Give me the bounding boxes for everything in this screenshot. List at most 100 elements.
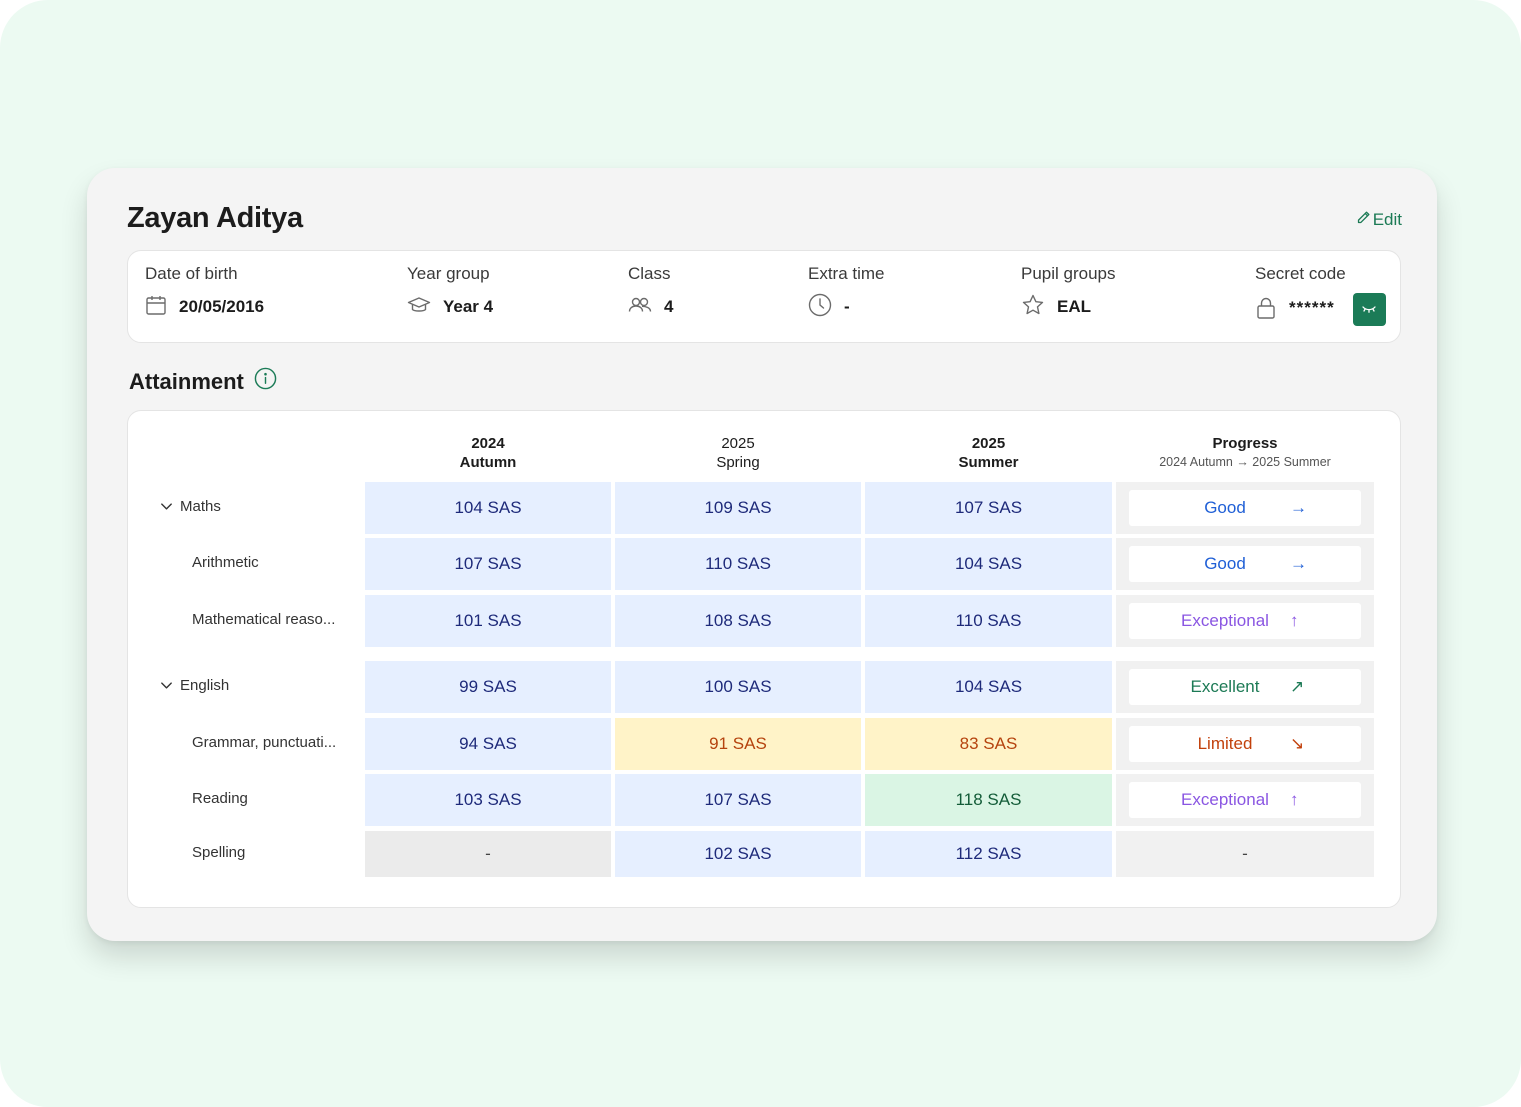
progress-label: Exceptional [1181, 611, 1269, 630]
score-cell: 99 SAS [365, 661, 611, 713]
progress-badge: Good → [1129, 490, 1361, 526]
info-icon[interactable] [254, 367, 277, 396]
info-value: - [844, 297, 850, 316]
score-cell: 118 SAS [865, 774, 1112, 826]
subject-row-label: Reading [192, 790, 248, 807]
score-cell: 100 SAS [615, 661, 861, 713]
progress-cell: Limited ↘ [1116, 718, 1374, 770]
score-cell: 104 SAS [865, 538, 1112, 590]
date-of-birth: Date of birth 20/05/2016 [145, 264, 264, 320]
progress-label: Exceptional [1181, 790, 1269, 809]
lock-icon [1255, 296, 1277, 325]
score-cell: 108 SAS [615, 595, 861, 647]
score-cell: 91 SAS [615, 718, 861, 770]
score-cell: 107 SAS [365, 538, 611, 590]
subject-name: English [180, 677, 230, 694]
progress-badge: Limited ↘ [1129, 726, 1361, 762]
column-header-2024-autumn: 2024 Autumn [459, 435, 517, 471]
column-header-progress: Progress 2024 Autumn → 2025 Summer [1159, 435, 1331, 469]
attainment-header: Attainment [129, 367, 277, 396]
graduation-cap-icon [407, 294, 431, 321]
progress-arrow-icon: ↘ [1290, 734, 1305, 753]
score-cell: - [365, 831, 611, 877]
score-cell: 103 SAS [365, 774, 611, 826]
progress-badge: Good → [1129, 546, 1361, 582]
progress-cell: Good → [1116, 482, 1374, 534]
score-cell: 102 SAS [615, 831, 861, 877]
info-value: 4 [664, 297, 674, 316]
progress-arrow-icon: ↑ [1290, 611, 1299, 630]
pupil-card: Zayan Aditya Edit Date of birth 20/05/20… [87, 168, 1437, 941]
progress-empty: - [1242, 844, 1248, 863]
progress-cell: - [1116, 831, 1374, 877]
column-header-2025-summer: 2025 Summer [958, 435, 1019, 471]
calendar-icon [145, 294, 167, 321]
info-value: EAL [1057, 297, 1091, 316]
score-cell: 94 SAS [365, 718, 611, 770]
progress-arrow-icon: ↗ [1290, 677, 1305, 696]
pencil-icon [1356, 210, 1371, 230]
subject-name: Arithmetic [192, 554, 259, 571]
score-cell: 112 SAS [865, 831, 1112, 877]
subject-group-label[interactable]: Maths [159, 498, 221, 515]
subject-name: Mathematical reaso... [192, 611, 336, 628]
progress-label: Excellent [1190, 677, 1260, 696]
pupil-groups: Pupil groups EAL [1021, 264, 1116, 320]
progress-label: Limited [1197, 734, 1253, 753]
edit-label: Edit [1372, 210, 1402, 229]
info-label: Class [628, 264, 671, 283]
progress-arrow-icon: ↑ [1290, 790, 1299, 809]
info-value: 20/05/2016 [179, 297, 265, 316]
progress-badge: Exceptional ↑ [1129, 603, 1361, 639]
class: Class 4 [628, 264, 673, 320]
subject-row-label: Mathematical reaso... [192, 611, 335, 628]
pupil-name: Zayan Aditya [127, 202, 303, 234]
progress-arrow-icon: → [1290, 498, 1307, 517]
score-cell: 109 SAS [615, 482, 861, 534]
progress-label: Good [1204, 554, 1246, 573]
progress-cell: Excellent ↗ [1116, 661, 1374, 713]
score-cell: 104 SAS [365, 482, 611, 534]
subject-row-label: Arithmetic [192, 554, 259, 571]
star-icon [1021, 293, 1045, 322]
chevron-down-icon[interactable] [159, 678, 174, 693]
subject-name: Reading [192, 790, 248, 807]
score-cell: 107 SAS [865, 482, 1112, 534]
people-icon [628, 294, 652, 321]
info-label: Secret code [1255, 264, 1346, 283]
year-group: Year group Year 4 [407, 264, 493, 320]
attainment-table: 2024 Autumn 2025 Spring 2025 Summer Prog… [127, 410, 1401, 908]
info-label: Date of birth [145, 264, 238, 283]
progress-cell: Exceptional ↑ [1116, 595, 1374, 647]
progress-cell: Exceptional ↑ [1116, 774, 1374, 826]
progress-label: Good [1204, 498, 1246, 517]
column-header-2025-spring: 2025 Spring [716, 435, 760, 471]
clock-icon [808, 293, 832, 322]
score-cell: 101 SAS [365, 595, 611, 647]
subject-row-label: Grammar, punctuati... [192, 734, 336, 751]
pupil-info-panel: Date of birth 20/05/2016 Year group Year [127, 250, 1401, 343]
secret-code-value: ****** [1289, 298, 1335, 317]
subject-name: Grammar, punctuati... [192, 734, 337, 751]
extra-time: Extra time - [808, 264, 885, 320]
score-cell: 110 SAS [865, 595, 1112, 647]
secret-code: Secret code ****** [1255, 264, 1386, 326]
subject-name: Spelling [192, 844, 246, 861]
score-cell: 104 SAS [865, 661, 1112, 713]
subject-group-label[interactable]: English [159, 677, 229, 694]
subject-name: Maths [180, 498, 221, 515]
info-value: Year 4 [443, 297, 494, 316]
progress-badge: Excellent ↗ [1129, 669, 1361, 705]
info-label: Extra time [808, 264, 885, 283]
edit-button[interactable]: Edit [1356, 210, 1402, 230]
score-cell: 110 SAS [615, 538, 861, 590]
chevron-down-icon[interactable] [159, 499, 174, 514]
score-cell: 83 SAS [865, 718, 1112, 770]
info-label: Pupil groups [1021, 264, 1116, 283]
score-cell: 107 SAS [615, 774, 861, 826]
info-label: Year group [407, 264, 490, 283]
progress-badge: Exceptional ↑ [1129, 782, 1361, 818]
reveal-code-button[interactable] [1352, 292, 1386, 326]
progress-arrow-icon: → [1290, 554, 1307, 573]
progress-cell: Good → [1116, 538, 1374, 590]
